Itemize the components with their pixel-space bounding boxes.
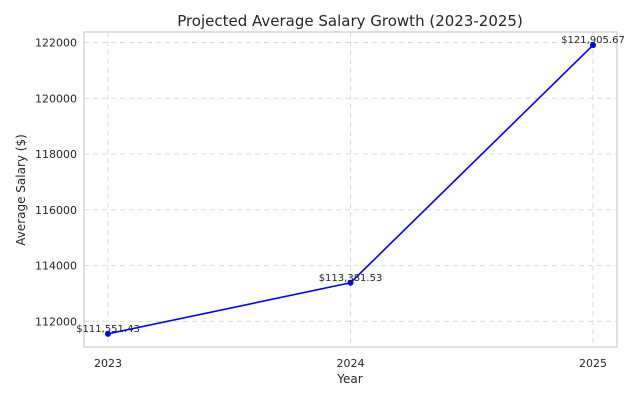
grid-lines <box>84 32 617 347</box>
data-label: $113,381.53 <box>319 273 383 284</box>
y-tick-label: 116000 <box>35 204 77 217</box>
data-label: $121,905.67 <box>561 35 625 46</box>
y-axis-ticks: 112000 114000 116000 118000 120000 122000 <box>35 37 77 329</box>
plot-area <box>83 31 618 348</box>
y-tick-label: 118000 <box>35 148 77 161</box>
x-tick-label: 2024 <box>337 357 365 370</box>
x-axis-label: Year <box>336 372 362 386</box>
y-tick-label: 122000 <box>35 37 77 50</box>
data-label: $111,551.43 <box>76 324 140 335</box>
data-point <box>347 279 354 286</box>
data-point <box>105 330 111 337</box>
series-layer <box>105 42 596 337</box>
data-labels: $111,551.43 $113,381.53 $121,905.67 <box>76 35 625 335</box>
y-tick-label: 114000 <box>35 260 77 273</box>
y-tick-label: 112000 <box>35 315 77 328</box>
data-point <box>590 42 596 49</box>
y-axis-label: Average Salary ($) <box>14 134 28 246</box>
chart-title: Projected Average Salary Growth (2023-20… <box>177 12 523 30</box>
x-tick-label: 2023 <box>94 357 122 370</box>
x-tick-label: 2025 <box>579 357 607 370</box>
y-tick-label: 120000 <box>35 92 77 105</box>
x-axis-ticks: 2023 2024 2025 <box>94 357 607 370</box>
